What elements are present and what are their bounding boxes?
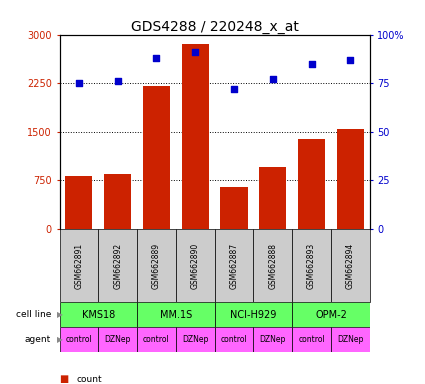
Bar [181,44,209,229]
Bar [298,139,325,229]
Bar [331,229,370,302]
Bar [292,302,370,327]
Text: control: control [143,335,170,344]
Bar [337,129,364,229]
Text: DZNep: DZNep [260,335,286,344]
Text: OPM-2: OPM-2 [315,310,347,320]
Point [153,55,160,61]
Text: GSM662894: GSM662894 [346,242,355,289]
Text: KMS18: KMS18 [82,310,115,320]
Text: GSM662887: GSM662887 [230,243,238,289]
Text: count: count [76,375,102,384]
Bar [215,327,253,352]
Text: GSM662891: GSM662891 [74,243,83,289]
Bar [98,229,137,302]
Point [114,78,121,84]
Text: DZNep: DZNep [337,335,363,344]
Point [347,57,354,63]
Text: control: control [65,335,92,344]
Bar [215,229,253,302]
Point [308,61,315,67]
Text: agent: agent [25,335,51,344]
Bar [143,86,170,229]
Bar [253,327,292,352]
Text: DZNep: DZNep [182,335,208,344]
Bar [215,302,292,327]
Bar [221,187,248,229]
Text: control: control [298,335,325,344]
Bar [60,229,98,302]
Point [192,49,198,55]
Text: ▶: ▶ [57,335,63,344]
Text: MM.1S: MM.1S [160,310,192,320]
Text: ■: ■ [60,374,69,384]
Text: GSM662890: GSM662890 [191,242,200,289]
Text: GSM662893: GSM662893 [307,242,316,289]
Bar [137,327,176,352]
Text: GSM662888: GSM662888 [268,243,277,288]
Point [76,80,82,86]
Bar [331,327,370,352]
Bar [137,229,176,302]
Point [231,86,238,92]
Bar [60,327,98,352]
Bar [137,302,215,327]
Bar [292,327,331,352]
Bar [292,229,331,302]
Text: NCI-H929: NCI-H929 [230,310,277,320]
Text: DZNep: DZNep [105,335,131,344]
Title: GDS4288 / 220248_x_at: GDS4288 / 220248_x_at [131,20,298,33]
Bar [60,302,137,327]
Bar [176,327,215,352]
Text: control: control [221,335,247,344]
Bar [104,174,131,229]
Point [269,76,276,82]
Text: cell line: cell line [16,310,51,319]
Bar [65,176,93,229]
Bar [98,327,137,352]
Text: GSM662889: GSM662889 [152,243,161,289]
Text: GSM662892: GSM662892 [113,243,122,289]
Bar [253,229,292,302]
Text: ▶: ▶ [57,310,63,319]
Bar [176,229,215,302]
Bar [259,167,286,229]
